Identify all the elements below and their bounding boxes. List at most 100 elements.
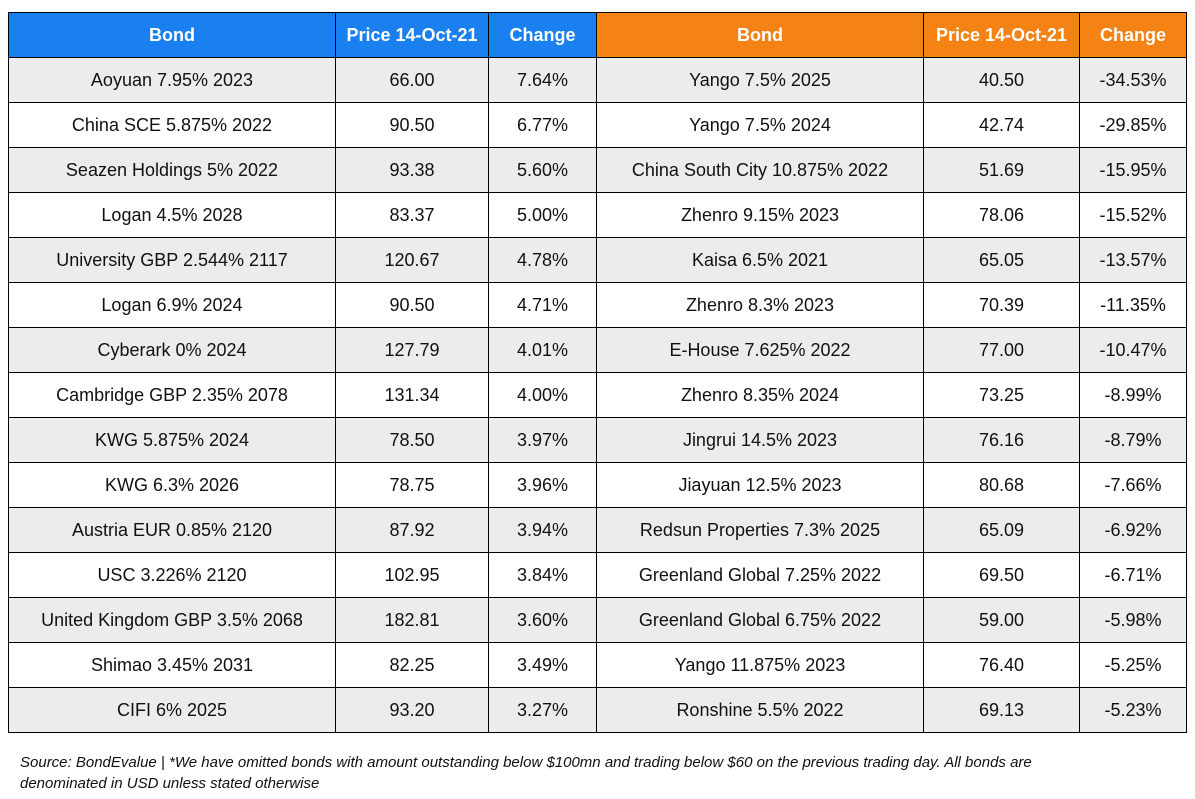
losers-bond-header: Bond: [596, 12, 924, 58]
gainer-bond-cell: Seazen Holdings 5% 2022: [8, 147, 336, 193]
losers-price-header: Price 14-Oct-21: [923, 12, 1080, 58]
loser-change-cell: -11.35%: [1079, 282, 1187, 328]
gainer-price-cell: 120.67: [335, 237, 489, 283]
gainer-change-cell: 4.00%: [488, 372, 597, 418]
table-body: Aoyuan 7.95% 2023 66.00 7.64% Yango 7.5%…: [8, 57, 1187, 733]
gainer-bond-cell: University GBP 2.544% 2117: [8, 237, 336, 283]
gainer-bond-cell: USC 3.226% 2120: [8, 552, 336, 598]
loser-change-cell: -8.99%: [1079, 372, 1187, 418]
gainer-change-cell: 3.84%: [488, 552, 597, 598]
gainer-change-cell: 3.97%: [488, 417, 597, 463]
table-row: KWG 6.3% 2026 78.75 3.96% Jiayuan 12.5% …: [8, 462, 1187, 508]
gainer-price-cell: 66.00: [335, 57, 489, 103]
gainer-change-cell: 4.78%: [488, 237, 597, 283]
gainer-price-cell: 78.75: [335, 462, 489, 508]
table-row: University GBP 2.544% 2117 120.67 4.78% …: [8, 237, 1187, 283]
loser-change-cell: -8.79%: [1079, 417, 1187, 463]
gainer-bond-cell: Logan 4.5% 2028: [8, 192, 336, 238]
loser-change-cell: -34.53%: [1079, 57, 1187, 103]
table-row: Logan 4.5% 2028 83.37 5.00% Zhenro 9.15%…: [8, 192, 1187, 238]
gainer-bond-cell: KWG 6.3% 2026: [8, 462, 336, 508]
gainer-price-cell: 127.79: [335, 327, 489, 373]
loser-change-cell: -5.25%: [1079, 642, 1187, 688]
gainer-price-cell: 93.38: [335, 147, 489, 193]
gainer-bond-cell: Cyberark 0% 2024: [8, 327, 336, 373]
table-row: Aoyuan 7.95% 2023 66.00 7.64% Yango 7.5%…: [8, 57, 1187, 103]
gainer-bond-cell: Aoyuan 7.95% 2023: [8, 57, 336, 103]
gainer-change-cell: 3.96%: [488, 462, 597, 508]
loser-price-cell: 78.06: [923, 192, 1080, 238]
loser-price-cell: 65.09: [923, 507, 1080, 553]
loser-price-cell: 76.40: [923, 642, 1080, 688]
gainer-change-cell: 5.60%: [488, 147, 597, 193]
table-row: Seazen Holdings 5% 2022 93.38 5.60% Chin…: [8, 147, 1187, 193]
loser-price-cell: 40.50: [923, 57, 1080, 103]
loser-bond-cell: E-House 7.625% 2022: [596, 327, 924, 373]
gainer-change-cell: 3.27%: [488, 687, 597, 733]
loser-bond-cell: Zhenro 8.3% 2023: [596, 282, 924, 328]
loser-change-cell: -7.66%: [1079, 462, 1187, 508]
gainer-price-cell: 82.25: [335, 642, 489, 688]
loser-bond-cell: Jiayuan 12.5% 2023: [596, 462, 924, 508]
gainer-bond-cell: United Kingdom GBP 3.5% 2068: [8, 597, 336, 643]
gainer-change-cell: 7.64%: [488, 57, 597, 103]
loser-change-cell: -15.52%: [1079, 192, 1187, 238]
table-row: Cambridge GBP 2.35% 2078 131.34 4.00% Zh…: [8, 372, 1187, 418]
bond-movers-table: Bond Price 14-Oct-21 Change Bond Price 1…: [8, 12, 1187, 733]
loser-bond-cell: Zhenro 8.35% 2024: [596, 372, 924, 418]
gainer-change-cell: 3.60%: [488, 597, 597, 643]
loser-bond-cell: Redsun Properties 7.3% 2025: [596, 507, 924, 553]
table-row: Austria EUR 0.85% 2120 87.92 3.94% Redsu…: [8, 507, 1187, 553]
gainer-change-cell: 3.94%: [488, 507, 597, 553]
gainers-price-header: Price 14-Oct-21: [335, 12, 489, 58]
loser-price-cell: 70.39: [923, 282, 1080, 328]
table-row: Shimao 3.45% 2031 82.25 3.49% Yango 11.8…: [8, 642, 1187, 688]
loser-bond-cell: China South City 10.875% 2022: [596, 147, 924, 193]
gainer-price-cell: 102.95: [335, 552, 489, 598]
loser-change-cell: -10.47%: [1079, 327, 1187, 373]
loser-price-cell: 73.25: [923, 372, 1080, 418]
gainer-bond-cell: Logan 6.9% 2024: [8, 282, 336, 328]
loser-bond-cell: Greenland Global 6.75% 2022: [596, 597, 924, 643]
loser-bond-cell: Jingrui 14.5% 2023: [596, 417, 924, 463]
table-row: United Kingdom GBP 3.5% 2068 182.81 3.60…: [8, 597, 1187, 643]
loser-price-cell: 65.05: [923, 237, 1080, 283]
gainer-bond-cell: China SCE 5.875% 2022: [8, 102, 336, 148]
loser-price-cell: 80.68: [923, 462, 1080, 508]
gainer-bond-cell: Austria EUR 0.85% 2120: [8, 507, 336, 553]
footnote-line-1: Source: BondEvalue | *We have omitted bo…: [20, 754, 1032, 771]
table-row: CIFI 6% 2025 93.20 3.27% Ronshine 5.5% 2…: [8, 687, 1187, 733]
table-row: Cyberark 0% 2024 127.79 4.01% E-House 7.…: [8, 327, 1187, 373]
gainer-price-cell: 83.37: [335, 192, 489, 238]
gainer-bond-cell: KWG 5.875% 2024: [8, 417, 336, 463]
loser-change-cell: -29.85%: [1079, 102, 1187, 148]
loser-bond-cell: Ronshine 5.5% 2022: [596, 687, 924, 733]
gainer-bond-cell: Shimao 3.45% 2031: [8, 642, 336, 688]
gainer-price-cell: 90.50: [335, 282, 489, 328]
gainer-change-cell: 4.71%: [488, 282, 597, 328]
loser-change-cell: -5.98%: [1079, 597, 1187, 643]
gainer-price-cell: 90.50: [335, 102, 489, 148]
losers-change-header: Change: [1079, 12, 1187, 58]
gainer-price-cell: 87.92: [335, 507, 489, 553]
gainer-change-cell: 3.49%: [488, 642, 597, 688]
loser-bond-cell: Yango 7.5% 2024: [596, 102, 924, 148]
loser-price-cell: 69.13: [923, 687, 1080, 733]
loser-bond-cell: Greenland Global 7.25% 2022: [596, 552, 924, 598]
loser-change-cell: -15.95%: [1079, 147, 1187, 193]
gainer-price-cell: 131.34: [335, 372, 489, 418]
table-row: China SCE 5.875% 2022 90.50 6.77% Yango …: [8, 102, 1187, 148]
table-header-row: Bond Price 14-Oct-21 Change Bond Price 1…: [8, 12, 1187, 58]
gainer-price-cell: 78.50: [335, 417, 489, 463]
loser-bond-cell: Yango 7.5% 2025: [596, 57, 924, 103]
table-row: USC 3.226% 2120 102.95 3.84% Greenland G…: [8, 552, 1187, 598]
footnote-line-2: denominated in USD unless stated otherwi…: [20, 775, 320, 792]
table-row: Logan 6.9% 2024 90.50 4.71% Zhenro 8.3% …: [8, 282, 1187, 328]
gainer-price-cell: 182.81: [335, 597, 489, 643]
loser-price-cell: 42.74: [923, 102, 1080, 148]
source-footnote: Source: BondEvalue | *We have omitted bo…: [20, 752, 1180, 794]
loser-change-cell: -13.57%: [1079, 237, 1187, 283]
loser-bond-cell: Yango 11.875% 2023: [596, 642, 924, 688]
loser-change-cell: -5.23%: [1079, 687, 1187, 733]
gainers-bond-header: Bond: [8, 12, 336, 58]
